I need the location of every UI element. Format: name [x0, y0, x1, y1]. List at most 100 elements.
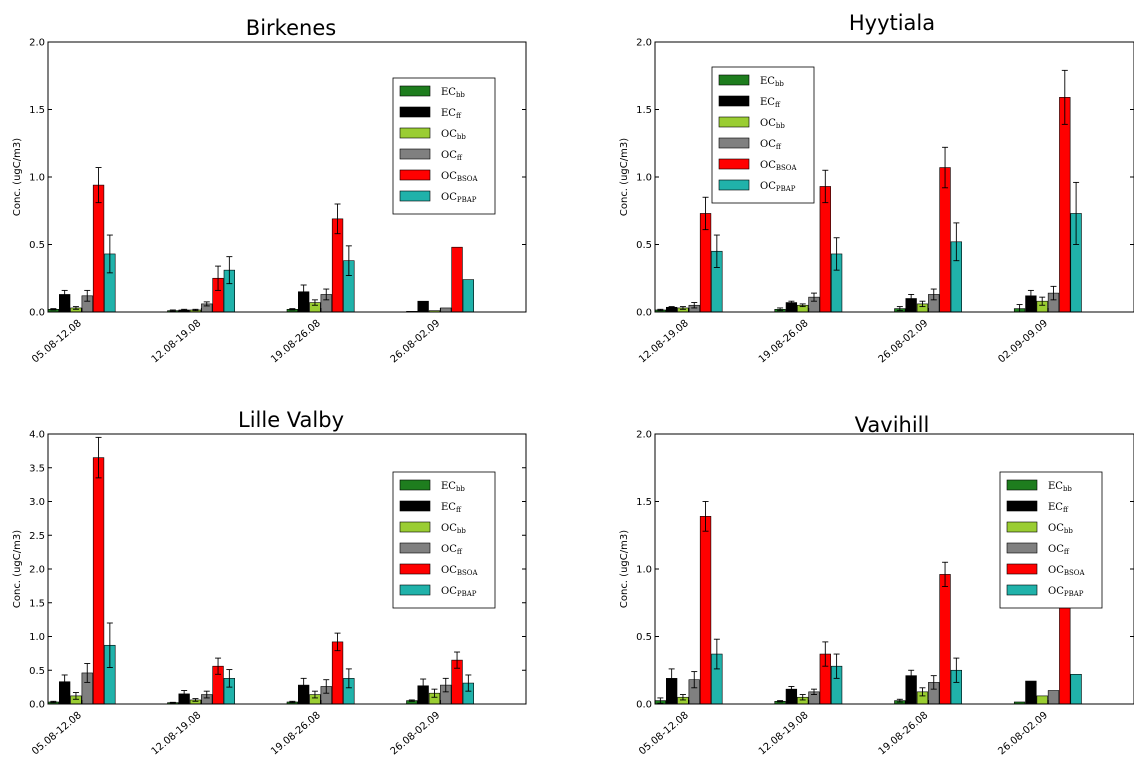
bar-oc-bsoa [92, 457, 105, 705]
legend-swatch [399, 521, 431, 533]
bar-oc-bb [1036, 695, 1048, 705]
legend-swatch [718, 158, 750, 170]
bar-oc-bsoa [1059, 97, 1071, 313]
legend-label: OCff [441, 544, 463, 556]
legend-label: OCbb [1048, 523, 1073, 535]
legend-label: ECff [1048, 502, 1069, 514]
legend-swatch [718, 179, 750, 191]
plot-frame [654, 433, 1134, 705]
legend-label: OCbb [441, 523, 466, 535]
legend-swatch [1006, 563, 1038, 575]
legend-swatch [399, 169, 431, 181]
legend-label: OCPBAP [441, 586, 477, 598]
legend-label: ECbb [441, 481, 465, 493]
legend-swatch [399, 563, 431, 575]
chart-title: Birkenes [246, 16, 336, 40]
legend-label: OCbb [441, 129, 466, 141]
legend: ECbb ECff OCbb OCff OCBSOA OCPBAP [392, 77, 496, 215]
legend-swatch [399, 127, 431, 139]
y-tick-label: 2.0 [29, 38, 45, 49]
bar-oc-pbap [1070, 673, 1082, 705]
x-tick-label: 02.09-09.09 [996, 318, 1050, 366]
y-tick-label: 1.5 [29, 598, 45, 609]
legend-label: ECff [441, 108, 462, 120]
legend: ECbb ECff OCbb OCff OCBSOA OCPBAP [392, 471, 496, 609]
legend-swatch [1006, 500, 1038, 512]
legend-swatch [399, 542, 431, 554]
x-tick-label: 19.08-26.08 [757, 318, 811, 366]
legend-label: OCff [441, 150, 463, 162]
plot-frame [47, 433, 527, 705]
y-tick-label: 2.0 [636, 430, 652, 441]
x-tick-label: 26.08-02.09 [877, 318, 931, 366]
x-tick-label: 26.08-02.09 [389, 710, 443, 758]
y-tick-label: 1.0 [29, 173, 45, 184]
x-tick-label: 12.08-19.08 [150, 318, 204, 366]
bar-oc-ff [440, 307, 452, 313]
legend-swatch [1006, 479, 1038, 491]
legend-swatch [1006, 521, 1038, 533]
y-tick-label: 1.0 [29, 632, 45, 643]
y-tick-label: 1.0 [636, 173, 652, 184]
x-tick-label: 05.08-12.08 [637, 710, 691, 758]
y-tick-label: 3.5 [29, 463, 45, 474]
plot-frame [654, 41, 1134, 313]
legend-swatch [399, 584, 431, 596]
x-tick-label: 19.08-26.08 [269, 318, 323, 366]
legend-swatch [399, 479, 431, 491]
legend-swatch [399, 148, 431, 160]
legend-swatch [1006, 542, 1038, 554]
legend-label: ECbb [1048, 481, 1072, 493]
legend-swatch [718, 95, 750, 107]
legend-label: OCPBAP [441, 192, 477, 204]
y-tick-label: 2.0 [29, 565, 45, 576]
bar-oc-bsoa [92, 184, 105, 313]
bar-oc-bsoa [331, 641, 344, 705]
legend-swatch [718, 74, 750, 86]
x-tick-label: 26.08-02.09 [389, 318, 443, 366]
y-axis-label: Conc. (ugC/m3) [12, 138, 23, 216]
x-tick-label: 05.08-12.08 [30, 318, 84, 366]
y-tick-label: 0.5 [29, 666, 45, 677]
legend: ECbb ECff OCbb OCff OCBSOA OCPBAP [999, 471, 1103, 609]
x-tick-label: 19.08-26.08 [269, 710, 323, 758]
legend-label: OCff [1048, 544, 1070, 556]
legend-label: OCBSOA [760, 160, 798, 172]
y-tick-label: 2.0 [636, 38, 652, 49]
legend-swatch [399, 106, 431, 118]
bar-oc-bsoa [451, 246, 463, 313]
y-tick-label: 0.0 [29, 308, 45, 319]
y-tick-label: 0.5 [636, 632, 652, 643]
legend-swatch [399, 190, 431, 202]
bar-ec-ff [1025, 680, 1037, 705]
chart-title: Hyytiala [849, 11, 935, 35]
bar-oc-bsoa [939, 167, 951, 313]
bar-oc-bsoa [939, 574, 951, 705]
bar-oc-ff [1047, 690, 1060, 705]
bar-ec-ff [417, 300, 429, 313]
legend-label: OCPBAP [1048, 586, 1084, 598]
x-tick-label: 12.08-19.08 [637, 318, 691, 366]
chart-panel-birkenes: Birkenes Conc. (ugC/m3) 0.0 0.5 1.0 1.5 2.0 05.… [12, 16, 527, 366]
y-tick-label: 4.0 [29, 430, 45, 441]
chart-panel-lille-valby: Lille Valby Conc. (ugC/m3) 0.0 0.5 1.0 1.5 2.0… [12, 408, 527, 758]
legend-label: OCPBAP [760, 181, 796, 193]
legend-swatch [399, 500, 431, 512]
y-tick-label: 3.0 [29, 497, 45, 508]
plot-frame [47, 41, 527, 313]
chart-panel-hyytiala: Hyytiala Conc. (ugC/m3) 0.0 0.5 1.0 1.5 2.0 12.… [619, 11, 1134, 365]
legend-swatch [1006, 584, 1038, 596]
legend-label: ECff [441, 502, 462, 514]
x-tick-label: 05.08-12.08 [30, 710, 84, 758]
y-tick-label: 0.5 [29, 240, 45, 251]
y-tick-label: 1.5 [636, 497, 652, 508]
x-tick-label: 12.08-19.08 [150, 710, 204, 758]
legend-label: OCff [760, 139, 782, 151]
bar-oc-bsoa [1059, 601, 1071, 705]
legend-label: OCBSOA [441, 565, 479, 577]
x-tick-label: 12.08-19.08 [757, 710, 811, 758]
legend-swatch [718, 137, 750, 149]
legend-swatch [718, 116, 750, 128]
legend-label: OCBSOA [441, 171, 479, 183]
legend-label: ECbb [760, 76, 784, 88]
